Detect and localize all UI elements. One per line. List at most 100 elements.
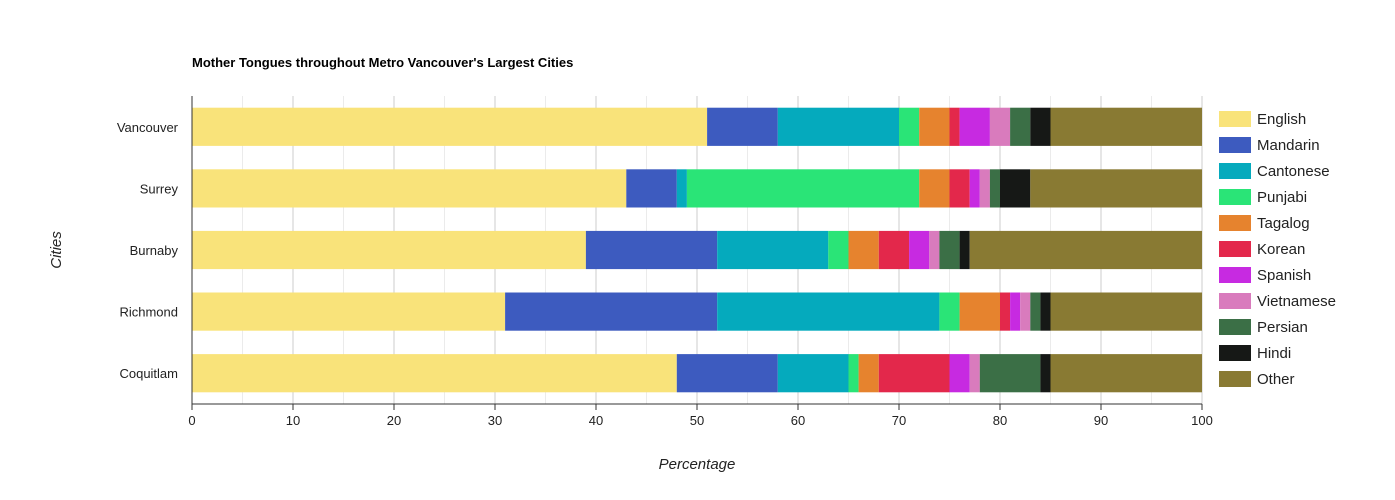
bar-richmond-tagalog [959,292,1000,331]
bar-vancouver-vietnamese [989,107,1011,146]
legend-swatch-punjabi [1219,189,1251,205]
x-tick-label: 60 [791,413,805,428]
bar-coquitlam-punjabi [848,354,859,393]
bar-coquitlam-english [192,354,677,393]
legend-label-korean: Korean [1257,241,1305,258]
bar-vancouver-cantonese [777,107,899,146]
x-axis-title: Percentage [659,456,736,473]
bar-richmond-cantonese [717,292,940,331]
bar-richmond-korean [1000,292,1011,331]
bar-richmond-spanish [1010,292,1021,331]
legend-label-other: Other [1257,371,1295,388]
legend-swatch-spanish [1219,267,1251,283]
legend-label-hindi: Hindi [1257,345,1291,362]
legend-swatch-mandarin [1219,137,1251,153]
bar-coquitlam-mandarin [676,354,778,393]
bar-surrey-spanish [969,169,980,208]
bar-surrey-hindi [1000,169,1031,208]
y-tick-label: Surrey [140,181,179,196]
bar-coquitlam-korean [878,354,950,393]
x-tick-label: 20 [387,413,401,428]
legend-label-tagalog: Tagalog [1257,215,1310,232]
legend-label-mandarin: Mandarin [1257,137,1320,154]
bar-burnaby-vietnamese [929,230,940,270]
y-tick-label: Richmond [119,305,178,320]
legend: English Mandarin Cantonese Punjabi Tagalog Ko… [1219,111,1336,388]
y-axis-title: Cities [48,231,65,269]
bar-vancouver-tagalog [919,107,950,146]
bar-burnaby-punjabi [828,230,849,270]
legend-swatch-english [1219,111,1251,127]
x-tick-label: 80 [993,413,1007,428]
bar-burnaby-persian [939,230,960,270]
bar-richmond-english [192,292,506,331]
legend-label-cantonese: Cantonese [1257,163,1330,180]
legend-swatch-tagalog [1219,215,1251,231]
bar-coquitlam-vietnamese [969,354,980,393]
legend-label-punjabi: Punjabi [1257,189,1307,206]
bar-richmond-persian [1030,292,1041,331]
legend-swatch-hindi [1219,345,1251,361]
y-tick-label: Burnaby [130,243,179,258]
bar-coquitlam-spanish [949,354,970,393]
legend-swatch-korean [1219,241,1251,257]
legend-swatch-vietnamese [1219,293,1251,309]
y-tick-label: Coquitlam [119,366,178,381]
bar-vancouver-spanish [959,107,990,146]
y-tick-label: Vancouver [117,120,179,135]
legend-label-persian: Persian [1257,319,1308,336]
bar-burnaby-spanish [909,230,930,270]
bar-coquitlam-hindi [1040,354,1051,393]
legend-swatch-cantonese [1219,163,1251,179]
bar-vancouver-punjabi [899,107,920,146]
bar-richmond-other [1050,292,1202,331]
bar-richmond-vietnamese [1020,292,1031,331]
bar-richmond-hindi [1040,292,1051,331]
bar-richmond-mandarin [505,292,718,331]
bar-vancouver-persian [1010,107,1031,146]
legend-label-english: English [1257,111,1306,128]
bar-surrey-mandarin [626,169,677,208]
legend-swatch-persian [1219,319,1251,335]
bar-surrey-cantonese [676,169,687,208]
bar-burnaby-cantonese [717,230,829,270]
x-tick-label: 90 [1094,413,1108,428]
bars-layer [192,107,1202,393]
bar-surrey-tagalog [919,169,950,208]
bar-vancouver-other [1050,107,1202,146]
x-tick-label: 40 [589,413,603,428]
bar-surrey-persian [989,169,1000,208]
bar-vancouver-mandarin [707,107,778,146]
bar-burnaby-mandarin [585,230,718,270]
bar-coquitlam-other [1050,354,1202,393]
bar-surrey-korean [949,169,970,208]
bar-vancouver-korean [949,107,960,146]
x-tick-label: 70 [892,413,906,428]
legend-swatch-other [1219,371,1251,387]
bar-surrey-english [192,169,627,208]
bar-burnaby-korean [878,230,910,270]
legend-label-spanish: Spanish [1257,267,1311,284]
chart-title: Mother Tongues throughout Metro Vancouve… [192,55,573,70]
x-tick-label: 10 [286,413,300,428]
bar-coquitlam-tagalog [858,354,879,393]
bar-surrey-punjabi [686,169,920,208]
x-tick-label: 50 [690,413,704,428]
bar-coquitlam-persian [979,354,1041,393]
axis-layer: Vancouver Surrey Burnaby Richmond Coquitlam 0… [117,96,1213,428]
bar-burnaby-other [969,230,1202,270]
bar-vancouver-english [192,107,708,146]
bar-burnaby-english [192,230,586,270]
bar-coquitlam-cantonese [777,354,849,393]
bar-vancouver-hindi [1030,107,1051,146]
x-tick-label: 0 [188,413,195,428]
bar-richmond-punjabi [939,292,960,331]
bar-burnaby-hindi [959,230,970,270]
bar-surrey-other [1030,169,1202,208]
x-tick-label: 30 [488,413,502,428]
bar-surrey-vietnamese [979,169,990,208]
x-tick-label: 100 [1191,413,1213,428]
bar-burnaby-tagalog [848,230,879,270]
